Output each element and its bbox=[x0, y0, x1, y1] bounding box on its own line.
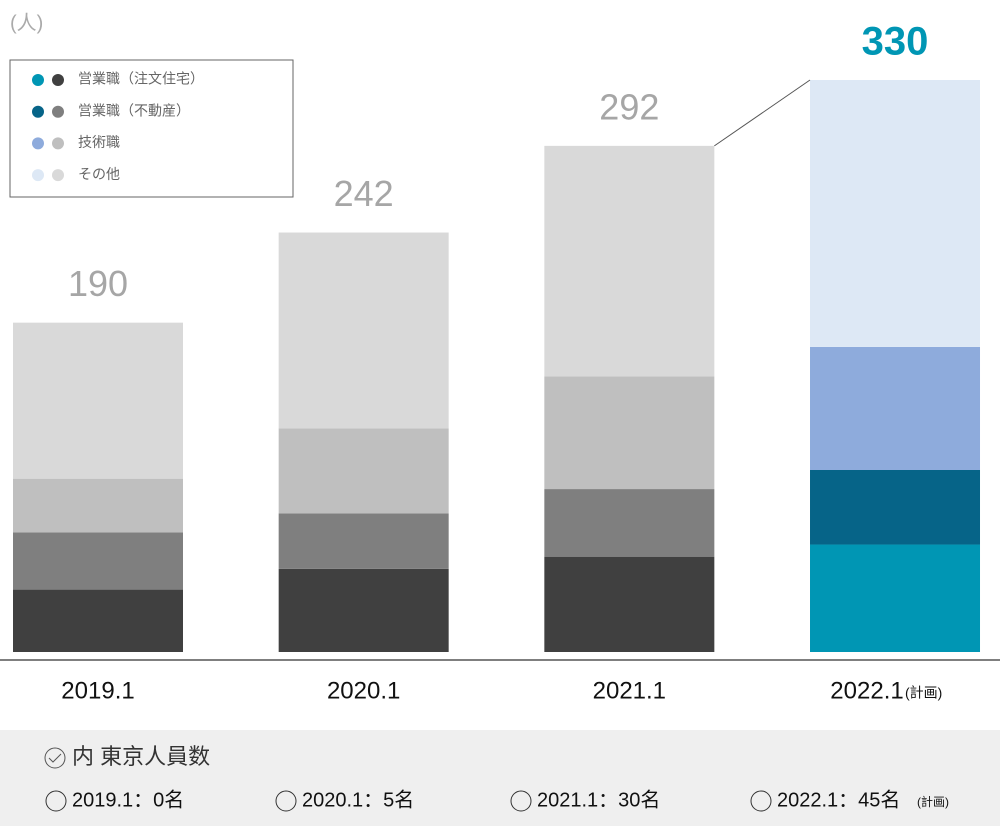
legend-swatch bbox=[52, 137, 64, 150]
footer-item: 2019.1：0名 bbox=[72, 788, 184, 811]
bar-segment bbox=[13, 589, 183, 652]
total-label: 330 bbox=[862, 20, 929, 64]
footer-item: 2022.1：45名 bbox=[777, 788, 900, 811]
item-icon bbox=[510, 790, 532, 812]
bar-segment bbox=[13, 478, 183, 533]
footer-item: 2020.1：5名 bbox=[302, 788, 414, 811]
legend-swatch bbox=[52, 74, 64, 86]
legend-label: 営業職（注文住宅） bbox=[78, 71, 204, 87]
total-label: 190 bbox=[68, 263, 128, 304]
check-icon bbox=[44, 747, 66, 769]
legend-label: 技術職 bbox=[78, 134, 120, 150]
bar-segment bbox=[13, 322, 183, 479]
bar-segment bbox=[810, 346, 981, 470]
x-tick-label: 2019.1 bbox=[61, 677, 134, 704]
bar-segment bbox=[544, 556, 715, 652]
legend-swatch bbox=[32, 169, 44, 182]
legend-swatch bbox=[32, 137, 44, 150]
bar-segment bbox=[544, 376, 715, 490]
check-mark bbox=[48, 753, 62, 763]
item-icon bbox=[750, 790, 772, 812]
bar-segment bbox=[13, 532, 183, 590]
bar-segment bbox=[544, 145, 715, 377]
x-tick-label: 2021.1 bbox=[593, 677, 666, 704]
legend-swatch bbox=[52, 169, 64, 182]
footer-note: (計画) bbox=[917, 794, 949, 809]
legend-swatch bbox=[52, 105, 64, 118]
unit-label: (人) bbox=[10, 11, 43, 34]
bar-segment bbox=[810, 80, 981, 347]
total-label: 242 bbox=[334, 173, 394, 214]
bar-segment bbox=[278, 568, 449, 652]
bar-segment bbox=[544, 489, 715, 557]
legend-swatch bbox=[32, 105, 44, 118]
item-icon bbox=[275, 790, 297, 812]
footer-item: 2021.1：30名 bbox=[537, 788, 660, 811]
connector bbox=[714, 79, 811, 147]
footer-bg bbox=[0, 730, 1000, 826]
bar-segment bbox=[810, 544, 981, 652]
bar-segment bbox=[278, 428, 449, 514]
legend-swatch bbox=[32, 74, 44, 86]
bar-segment bbox=[278, 232, 449, 429]
total-label: 292 bbox=[599, 86, 659, 127]
x-tick-label: 2020.1 bbox=[327, 677, 400, 704]
x-tick-note: (計画) bbox=[905, 685, 942, 701]
item-icon bbox=[45, 790, 67, 812]
legend-label: 営業職（不動産） bbox=[78, 102, 190, 118]
x-tick-label: 2022.1 bbox=[830, 677, 903, 704]
legend-label: その他 bbox=[78, 166, 120, 182]
bar-segment bbox=[278, 513, 449, 569]
bar-segment bbox=[810, 470, 981, 545]
footer-title: 内 東京人員数 bbox=[72, 744, 210, 769]
